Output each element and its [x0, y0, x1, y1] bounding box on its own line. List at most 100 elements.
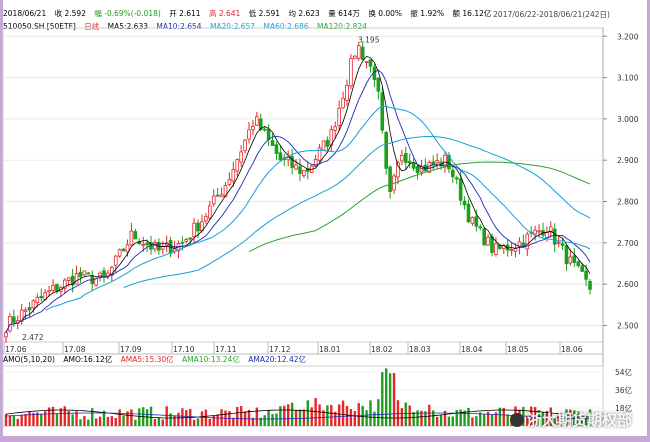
- ma20-label: MA20:2.657: [209, 22, 256, 31]
- price-tick-label: 2.900: [617, 156, 639, 165]
- candle-body: [474, 216, 479, 227]
- candle-body: [403, 153, 408, 163]
- candle-body: [533, 229, 537, 235]
- amo-bar: [412, 411, 415, 426]
- amo-bar: [153, 418, 157, 426]
- price-tick-label: 2.800: [617, 198, 639, 207]
- candle-body: [102, 270, 106, 278]
- period-label[interactable]: 日线: [84, 22, 100, 31]
- ma120-line: [248, 161, 591, 253]
- amo-bar: [384, 368, 388, 426]
- amo-bar: [98, 416, 102, 426]
- amo-bar: [216, 414, 219, 426]
- amo-bar: [208, 418, 212, 426]
- candle-body: [121, 248, 126, 252]
- price-tick-label: 2.500: [617, 321, 639, 330]
- candle-body: [341, 97, 345, 109]
- amo-bar: [584, 415, 588, 426]
- amo-bar: [580, 419, 584, 426]
- amo-bar: [145, 409, 149, 426]
- candle-body: [556, 241, 561, 244]
- candle-body: [509, 249, 514, 251]
- candle-body: [239, 151, 243, 163]
- amo-bar: [283, 405, 286, 426]
- candle-body: [431, 161, 436, 166]
- amo-bar: [126, 411, 129, 426]
- candle-body: [196, 222, 200, 232]
- low-mark: 2.472: [22, 333, 44, 342]
- amo-bar: [106, 416, 110, 426]
- amo-bar: [549, 407, 553, 426]
- candle-body: [8, 315, 12, 332]
- amo-bar: [279, 406, 282, 426]
- amo-bar: [490, 414, 494, 426]
- amo-bar: [161, 419, 164, 426]
- candle-body: [231, 169, 236, 182]
- candle-body: [415, 166, 420, 174]
- quote-low: 低 2.591: [248, 9, 281, 18]
- amo-bar: [337, 404, 341, 426]
- candle-body: [192, 222, 196, 238]
- amo-bar: [322, 410, 325, 426]
- candle-body: [588, 280, 592, 290]
- amo-bar: [51, 406, 55, 426]
- quote-open: 开 2.611: [169, 9, 201, 18]
- candle-body: [294, 164, 298, 170]
- candle-body: [568, 256, 573, 264]
- candle-body: [94, 278, 98, 286]
- candle-body: [353, 55, 357, 60]
- amo-bar: [59, 408, 63, 426]
- amo-bar: [408, 405, 411, 426]
- amo-bar: [565, 409, 568, 426]
- quote-high: 高 2.641: [208, 9, 241, 18]
- candle-body: [47, 289, 51, 293]
- amo-bar: [439, 414, 443, 426]
- amo-axis: 54亿 36亿 18亿: [615, 367, 633, 413]
- amo-bar: [114, 418, 117, 426]
- candle-body: [255, 116, 259, 126]
- candle-body: [313, 158, 318, 167]
- amo-bar: [165, 406, 168, 426]
- ma20-line: [45, 105, 591, 311]
- amo-bar: [357, 403, 360, 426]
- amo-bar: [20, 414, 23, 426]
- candle-body: [215, 194, 220, 197]
- quote-amount: 额 16.12亿: [452, 9, 492, 18]
- amo-volume-layer: [3, 368, 603, 426]
- candle-body: [525, 233, 530, 250]
- candle-body: [117, 249, 122, 257]
- candle-body: [4, 332, 8, 338]
- quote-date: 2018/06/21: [3, 9, 47, 18]
- amo-bar: [110, 416, 114, 426]
- candle-body: [31, 300, 36, 309]
- candle-body: [270, 140, 275, 146]
- candle-body: [39, 295, 44, 299]
- candle-body: [384, 132, 388, 169]
- amo-bar: [75, 411, 78, 426]
- candle-body: [227, 179, 232, 185]
- amo-bar: [373, 411, 376, 426]
- candle-body: [251, 125, 255, 130]
- date-tick-label: 18.03: [409, 345, 431, 354]
- candle-body: [435, 160, 439, 164]
- amo-bar: [569, 409, 572, 426]
- quote-amplitude: 振 1.92%: [410, 9, 445, 18]
- amo-bar: [353, 411, 357, 426]
- ama10-value: AMA10:13.24亿: [182, 355, 240, 364]
- amo-bar: [271, 414, 274, 426]
- candle-body: [62, 279, 67, 289]
- candle-body: [66, 277, 71, 281]
- candle-body: [466, 203, 471, 223]
- candle-body: [274, 144, 279, 154]
- date-tick-label: 18.02: [371, 345, 393, 354]
- quote-volume: 量 614万: [328, 9, 360, 18]
- candle-body: [537, 230, 541, 233]
- amo-bar: [330, 404, 333, 426]
- amo-bar: [369, 400, 372, 426]
- candle-body: [86, 272, 91, 275]
- candle-body: [564, 245, 569, 265]
- candle-body: [317, 147, 322, 161]
- candle-body: [180, 241, 185, 244]
- candle-body: [572, 255, 577, 263]
